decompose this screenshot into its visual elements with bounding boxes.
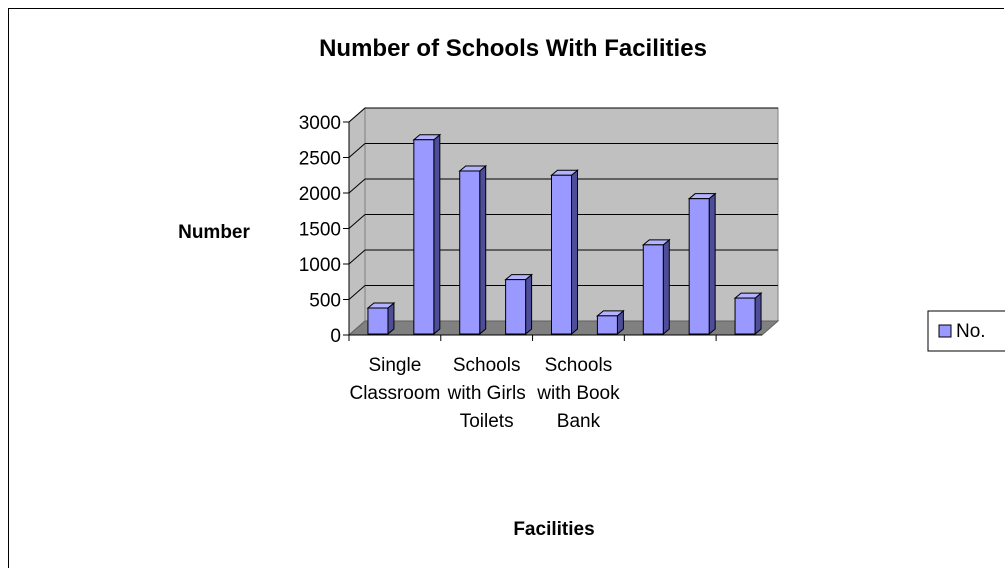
x-tick-label: Single bbox=[368, 355, 421, 376]
bar bbox=[367, 307, 389, 335]
bar bbox=[551, 174, 572, 335]
x-tick-label: Schools bbox=[453, 355, 521, 376]
bar-side bbox=[571, 169, 578, 336]
gridline-side bbox=[348, 107, 366, 123]
y-tick-label: 1000 bbox=[299, 255, 341, 276]
bar-side bbox=[662, 238, 670, 336]
x-tick-label: Bank bbox=[557, 411, 601, 432]
bar bbox=[505, 279, 527, 335]
y-tick-label: 0 bbox=[330, 326, 341, 347]
bar bbox=[596, 315, 618, 335]
y-tick-label: 500 bbox=[309, 291, 341, 312]
bar bbox=[642, 244, 664, 335]
gridline-side bbox=[348, 178, 366, 194]
legend-label: No. bbox=[956, 321, 986, 342]
gridline-side bbox=[348, 285, 366, 300]
legend-swatch bbox=[938, 324, 952, 338]
x-axis-title: Facilities bbox=[513, 519, 594, 540]
bar-side bbox=[525, 273, 533, 336]
plot-area: 0 500 1000 1500 2000 2500 3000 Single Classroom S… bbox=[299, 106, 780, 432]
x-tick-label: Toilets bbox=[460, 411, 514, 432]
x-tick-label: Classroom bbox=[349, 383, 440, 404]
legend: No. bbox=[927, 310, 1005, 352]
gridline-side bbox=[348, 143, 366, 158]
y-tick-label: 3000 bbox=[299, 113, 341, 134]
legend-box bbox=[927, 310, 1005, 352]
x-tick-label: with Girls bbox=[447, 383, 526, 404]
bar-side bbox=[479, 164, 487, 336]
bar bbox=[413, 139, 435, 335]
bar-side bbox=[433, 133, 441, 336]
bar-side bbox=[754, 292, 762, 336]
bar bbox=[688, 198, 710, 335]
y-tick-label: 2000 bbox=[299, 184, 341, 205]
bar bbox=[459, 170, 481, 335]
x-tick-label: with Book bbox=[536, 383, 620, 404]
gridline-side bbox=[348, 214, 366, 229]
bar-side bbox=[708, 192, 716, 336]
y-axis-title: Number bbox=[178, 222, 250, 243]
gridline-side bbox=[348, 249, 366, 265]
x-tick-label: Schools bbox=[545, 355, 613, 376]
y-tick-label: 1500 bbox=[299, 220, 341, 241]
bar bbox=[734, 297, 756, 335]
chart-title: Number of Schools With Facilities bbox=[319, 35, 707, 62]
y-tick-label: 2500 bbox=[299, 149, 341, 170]
